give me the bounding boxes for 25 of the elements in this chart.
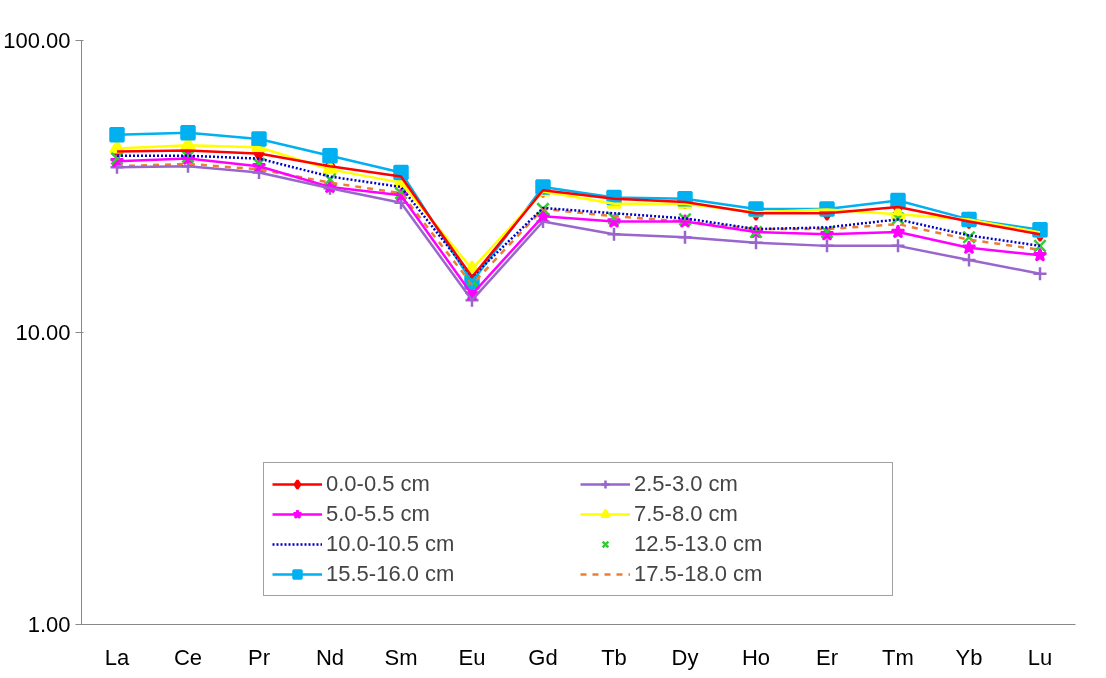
legend-label: 15.5-16.0 cm — [326, 561, 456, 587]
legend-label: 10.0-10.5 cm — [326, 531, 456, 557]
y-tick-label: 10.00 — [15, 320, 71, 345]
x-tick-label: Gd — [528, 644, 558, 670]
x-tick-label: Pr — [248, 644, 270, 670]
legend-label: 0.0-0.5 cm — [326, 471, 431, 497]
legend-label: 17.5-18.0 cm — [634, 561, 764, 587]
legend-label: 5.0-5.5 cm — [326, 501, 431, 527]
x-tick-label: Lu — [1027, 644, 1053, 670]
legend-label: 7.5-8.0 cm — [634, 501, 739, 527]
legend-label: 12.5-13.0 cm — [634, 531, 764, 557]
x-tick-label: Ce — [173, 644, 203, 670]
x-tick-label: Nd — [315, 644, 345, 670]
x-tick-label: Eu — [458, 644, 486, 670]
legend-label: 2.5-3.0 cm — [634, 471, 739, 497]
y-tick-label: 100.00 — [3, 28, 71, 53]
x-tick-label: Sm — [384, 644, 418, 670]
x-tick-label: Tb — [601, 644, 627, 670]
y-tick-label: 1.00 — [27, 612, 71, 637]
x-tick-label: La — [104, 644, 130, 670]
x-tick-label: Ho — [741, 644, 771, 670]
x-tick-label: Yb — [955, 644, 983, 670]
x-tick-label: Dy — [671, 644, 699, 670]
x-tick-label: Er — [816, 644, 838, 670]
x-tick-label: Tm — [882, 644, 914, 670]
